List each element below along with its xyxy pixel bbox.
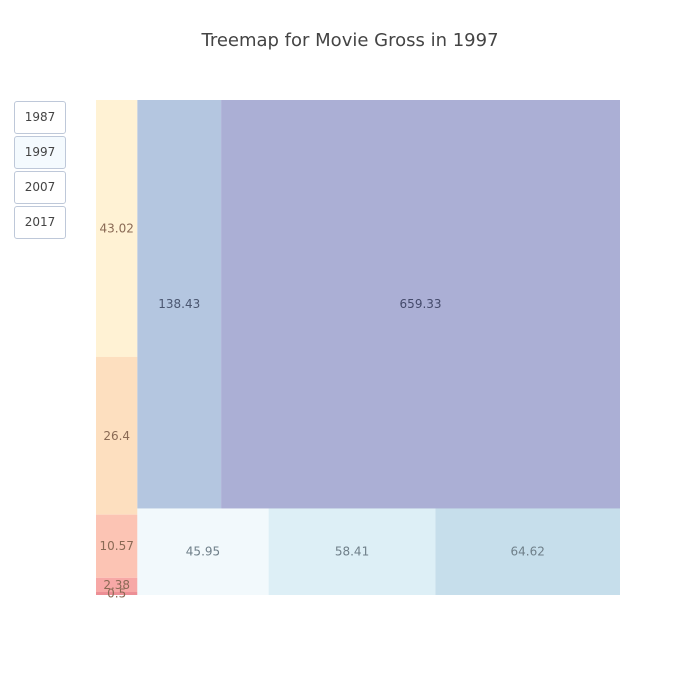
year-button-group: 1987 1997 2007 2017 [14,101,66,241]
treemap-tile-label: 26.4 [103,429,130,443]
treemap-tile-rect[interactable] [268,508,436,595]
treemap-tile-label: 659.33 [400,297,442,311]
treemap-tile-label: 0.5 [107,587,126,601]
treemap-tile-659-33[interactable]: 659.33 [221,100,620,509]
treemap-tile-0-5[interactable]: 0.5 [96,587,138,601]
treemap-tile-45-95[interactable]: 45.95 [137,508,269,595]
treemap-tile-rect[interactable] [96,100,138,357]
treemap-tile-58-41[interactable]: 58.41 [268,508,436,595]
treemap-tile-rect[interactable] [435,508,620,595]
treemap-tile-rect[interactable] [221,100,620,509]
treemap-tile-138-43[interactable]: 138.43 [137,100,222,509]
treemap-tile-label: 58.41 [335,545,369,559]
treemap-tile-label: 43.02 [100,221,134,235]
treemap-tile-rect[interactable] [137,508,269,595]
treemap-tile-10-57[interactable]: 10.57 [96,514,138,578]
chart-title: Treemap for Movie Gross in 1997 [201,30,499,51]
treemap-tile-rect[interactable] [96,592,138,595]
treemap-tile-label: 45.95 [186,545,220,559]
treemap-tile-rect[interactable] [96,577,138,593]
treemap-tile-rect[interactable] [96,514,138,578]
treemap-tile-label: 138.43 [158,297,200,311]
treemap-tile-26-4[interactable]: 26.4 [96,356,138,515]
treemap-tile-64-62[interactable]: 64.62 [435,508,620,595]
treemap-tile-rect[interactable] [137,100,222,509]
treemap-tile-43-02[interactable]: 43.02 [96,100,138,357]
treemap-tile-rect[interactable] [96,356,138,515]
treemap-tile-label: 2.38 [103,578,130,592]
treemap-tile-2-38[interactable]: 2.38 [96,577,138,593]
treemap-tile-label: 64.62 [511,545,545,559]
treemap-tile-label: 10.57 [100,539,134,553]
year-button-1987[interactable]: 1987 [14,101,66,134]
year-button-1997[interactable]: 1997 [14,136,66,169]
year-button-2017[interactable]: 2017 [14,206,66,239]
year-button-2007[interactable]: 2007 [14,171,66,204]
